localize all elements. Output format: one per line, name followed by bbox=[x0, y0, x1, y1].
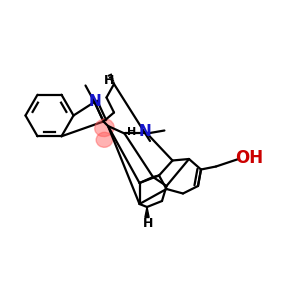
Text: N: N bbox=[88, 94, 101, 109]
Text: H: H bbox=[104, 74, 115, 87]
Ellipse shape bbox=[95, 119, 114, 136]
Ellipse shape bbox=[96, 132, 112, 147]
Polygon shape bbox=[145, 207, 149, 217]
Text: N: N bbox=[139, 124, 152, 140]
Text: H: H bbox=[143, 217, 154, 230]
Text: OH: OH bbox=[236, 149, 264, 167]
Text: H: H bbox=[128, 127, 136, 137]
